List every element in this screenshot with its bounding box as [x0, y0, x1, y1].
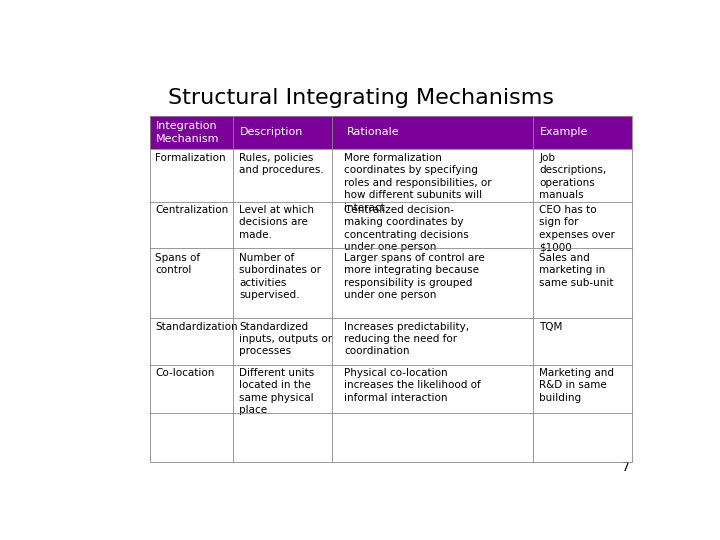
Text: Rationale: Rationale: [346, 127, 399, 137]
Text: Number of
subordinates or
activities
supervised.: Number of subordinates or activities sup…: [239, 253, 321, 300]
Bar: [150, 116, 632, 149]
Bar: [150, 364, 632, 413]
Text: Larger spans of control are
more integrating because
responsibility is grouped
u: Larger spans of control are more integra…: [344, 253, 485, 300]
Text: Physical co-location
increases the likelihood of
informal interaction: Physical co-location increases the likel…: [344, 368, 481, 403]
Text: Job
descriptions,
operations
manuals: Job descriptions, operations manuals: [539, 153, 606, 200]
Bar: [150, 202, 632, 248]
Text: Level at which
decisions are
made.: Level at which decisions are made.: [239, 205, 314, 240]
Text: Structural Integrating Mechanisms: Structural Integrating Mechanisms: [168, 87, 554, 107]
Text: Rules, policies
and procedures.: Rules, policies and procedures.: [239, 153, 324, 176]
Text: Marketing and
R&D in same
building: Marketing and R&D in same building: [539, 368, 614, 403]
Bar: [150, 319, 632, 364]
Text: Standardized
inputs, outputs or
processes: Standardized inputs, outputs or processe…: [239, 322, 333, 356]
Text: Spans of
control: Spans of control: [156, 253, 200, 275]
Text: Centralization: Centralization: [156, 205, 228, 215]
Text: Sales and
marketing in
same sub-unit: Sales and marketing in same sub-unit: [539, 253, 613, 288]
Text: Example: Example: [540, 127, 588, 137]
Text: CEO has to
sign for
expenses over
$1000: CEO has to sign for expenses over $1000: [539, 205, 615, 252]
Text: Formalization: Formalization: [156, 153, 226, 163]
Bar: [150, 116, 632, 462]
Text: Integration
Mechanism: Integration Mechanism: [156, 121, 220, 144]
Bar: [150, 248, 632, 319]
Text: Description: Description: [240, 127, 304, 137]
Text: Standardization: Standardization: [156, 322, 238, 332]
Text: Different units
located in the
same physical
place: Different units located in the same phys…: [239, 368, 315, 415]
Text: Co-location: Co-location: [156, 368, 215, 378]
Text: Increases predictability,
reducing the need for
coordination: Increases predictability, reducing the n…: [344, 322, 469, 356]
Text: Centralized decision-
making coordinates by
concentrating decisions
under one pe: Centralized decision- making coordinates…: [344, 205, 469, 252]
Text: TQM: TQM: [539, 322, 562, 332]
Text: 7: 7: [622, 461, 630, 474]
Bar: [150, 149, 632, 202]
Text: More formalization
coordinates by specifying
roles and responsibilities, or
how : More formalization coordinates by specif…: [344, 153, 492, 213]
